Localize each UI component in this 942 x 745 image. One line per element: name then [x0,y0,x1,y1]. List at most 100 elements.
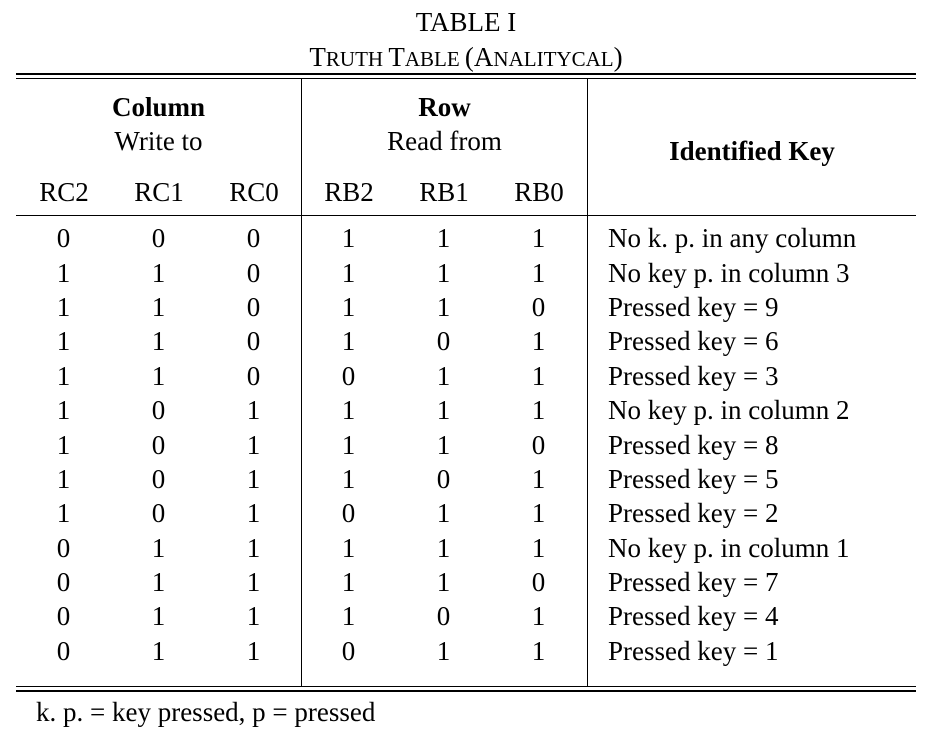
table-cell: 1 [246,429,261,460]
bottom-rule-2 [16,690,916,692]
table-cell: 1 [56,395,71,426]
table-cell: 0 [531,429,546,460]
column-group-subtitle: Write to [114,126,203,156]
table-cell: 1 [341,223,356,254]
table-row: 1 0 1 1 0 1 Pressed key = 5 [16,462,938,496]
table-cell: 1 [531,498,546,529]
table-cell: 0 [56,601,71,632]
table-cell: 1 [56,326,71,357]
table-cell: 1 [246,635,261,666]
table-cell: 1 [246,498,261,529]
top-rule-2 [16,78,916,79]
col-header-rc0: RC0 [229,177,279,207]
identified-key-cell: No key p. in column 2 [608,395,850,426]
table-cell: 1 [341,532,356,563]
table-cell: 1 [56,463,71,494]
table-label: TABLE I [415,7,517,37]
table-cell: 0 [436,326,451,357]
table-cell: 1 [56,360,71,391]
caption-part: RUTH [325,47,389,71]
table-cell: 1 [531,532,546,563]
table-cell: 1 [531,223,546,254]
header-rule [16,215,916,216]
table-cell: 1 [436,429,451,460]
table-cell: 1 [531,635,546,666]
table-cell: 1 [531,257,546,288]
identified-key-cell: Pressed key = 2 [608,498,779,529]
table-cell: 1 [436,532,451,563]
table-row: 1 0 1 0 1 1 Pressed key = 2 [16,496,938,530]
table-cell: 0 [341,498,356,529]
table-cell: 0 [246,360,261,391]
table-cell: 1 [151,291,166,322]
table-row: 0 1 1 1 1 0 Pressed key = 7 [16,565,938,599]
table-cell: 1 [531,601,546,632]
table-cell: 1 [531,463,546,494]
identified-key-cell: Pressed key = 9 [608,291,779,322]
col-header-rc1: RC1 [134,177,184,207]
col-header-rb0: RB0 [514,177,564,207]
table-cell: 1 [436,360,451,391]
row-group-title: Row [418,92,471,122]
table-cell: 0 [531,567,546,598]
identified-key-cell: Pressed key = 4 [608,601,779,632]
table-cell: 1 [436,498,451,529]
col-header-rb2: RB2 [324,177,374,207]
table-cell: 1 [436,395,451,426]
column-divider-2 [587,79,588,686]
table-cell: 1 [341,395,356,426]
table-caption: TRUTH TABLE (ANALITYCAL) [0,40,932,76]
table-cell: 0 [56,532,71,563]
identified-key-cell: No key p. in column 3 [608,257,850,288]
table-cell: 0 [151,223,166,254]
table-row: 1 0 1 1 1 1 No key p. in column 2 [16,393,938,427]
truth-table: 0 0 0 1 1 1 No k. p. in any column 1 1 0 1 1 1 No key… [16,221,938,668]
caption-part: ABLE [404,47,465,71]
table-row: 0 1 1 1 1 1 No key p. in column 1 [16,531,938,565]
table-cell: 1 [56,291,71,322]
table-cell: 1 [436,567,451,598]
table-cell: 1 [151,257,166,288]
table-cell: 1 [246,567,261,598]
table-cell: 1 [341,326,356,357]
table-cell: 0 [246,326,261,357]
identified-key-header: Identified Key [669,136,835,166]
identified-key-cell: Pressed key = 1 [608,635,779,666]
table-cell: 0 [246,257,261,288]
table-cell: 1 [246,601,261,632]
table-row: 0 1 1 0 1 1 Pressed key = 1 [16,634,938,668]
table-cell: 0 [56,567,71,598]
table-cell: 1 [531,360,546,391]
col-header-rb1: RB1 [419,177,469,207]
table-cell: 1 [341,429,356,460]
table-cell: 1 [151,360,166,391]
table-cell: 1 [246,463,261,494]
table-row: 1 0 1 1 1 0 Pressed key = 8 [16,427,938,461]
table-cell: 0 [531,291,546,322]
table-cell: 1 [341,567,356,598]
table-cell: 1 [531,395,546,426]
table-row: 0 0 0 1 1 1 No k. p. in any column [16,221,938,255]
table-cell: 0 [436,463,451,494]
table-cell: 1 [436,223,451,254]
table-row: 1 1 0 0 1 1 Pressed key = 3 [16,359,938,393]
table-cell: 1 [341,257,356,288]
table-cell: 0 [436,601,451,632]
table-cell: 1 [56,429,71,460]
table-cell: 1 [341,463,356,494]
table-cell: 1 [436,257,451,288]
table-row: 1 1 0 1 1 0 Pressed key = 9 [16,290,938,324]
table-cell: 0 [151,498,166,529]
table-cell: 0 [341,360,356,391]
truth-table-body: 0 0 0 1 1 1 No k. p. in any column 1 1 0 1 1 1 No key… [16,221,938,668]
table-cell: 1 [341,291,356,322]
table-cell: 1 [246,395,261,426]
table-cell: 0 [246,291,261,322]
caption-part: T [309,42,326,72]
row-group-subtitle: Read from [387,126,502,156]
table-cell: 0 [151,395,166,426]
table-cell: 1 [531,326,546,357]
top-rule-1 [16,73,916,75]
identified-key-cell: No k. p. in any column [608,223,857,254]
table-cell: 0 [151,463,166,494]
